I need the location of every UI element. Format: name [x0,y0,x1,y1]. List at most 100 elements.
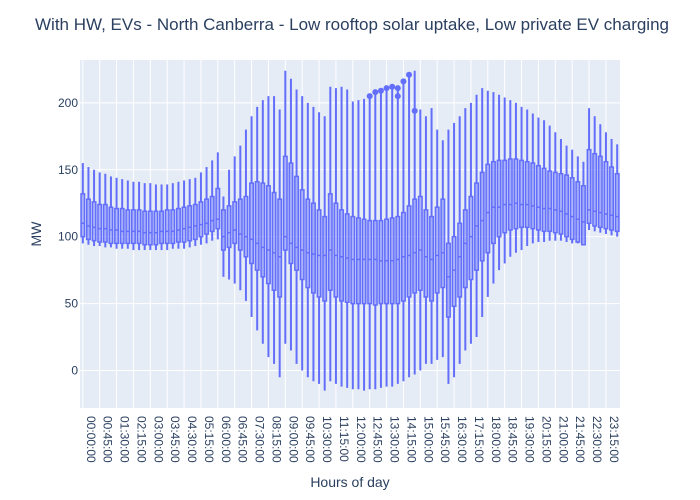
box-22:45:00[interactable] [592,116,598,232]
box-16:30:00[interactable] [451,122,457,378]
outlier-point[interactable] [377,87,384,94]
box-13:15:00[interactable] [378,89,384,388]
box-11:15:00[interactable] [333,88,339,384]
outlier-point[interactable] [383,85,390,92]
box-00:30:00[interactable] [91,169,97,247]
box-16:15:00[interactable] [445,129,451,384]
box-21:15:00[interactable] [558,138,564,241]
box-12:15:00[interactable] [355,100,361,390]
box-07:45:00[interactable] [254,106,260,331]
box-23:15:00[interactable] [603,132,609,234]
box-10:15:00[interactable] [310,106,316,382]
box-17:00:00[interactable] [462,108,468,351]
box-07:30:00[interactable] [249,116,255,317]
outlier-point[interactable] [400,78,407,85]
box-05:30:00[interactable] [204,167,210,244]
box-20:45:00[interactable] [547,125,553,241]
box-21:45:00[interactable] [569,149,575,244]
box-07:00:00[interactable] [237,145,243,291]
box-00:45:00[interactable] [97,172,103,247]
box-04:00:00[interactable] [170,183,176,249]
box-23:45:00[interactable] [614,144,620,237]
box-21:30:00[interactable] [564,145,570,243]
box-14:15:00[interactable] [400,82,406,382]
box-14:30:00[interactable] [406,76,412,378]
box-22:00:00[interactable] [575,156,581,244]
box-04:15:00[interactable] [175,181,181,249]
box-04:30:00[interactable] [181,180,187,249]
box-19:15:00[interactable] [513,102,519,253]
box-08:45:00[interactable] [277,109,283,378]
box-20:30:00[interactable] [541,120,547,243]
box-11:45:00[interactable] [344,89,350,388]
box-20:15:00[interactable] [535,117,541,243]
box-19:00:00[interactable] [507,100,513,257]
box-16:45:00[interactable] [457,116,463,364]
box-08:30:00[interactable] [271,96,277,364]
box-13:45:00[interactable] [389,85,395,387]
box-10:00:00[interactable] [305,102,311,378]
box-series[interactable] [80,70,620,391]
box-12:30:00[interactable] [361,98,367,391]
outlier-point[interactable] [372,89,379,96]
box-06:30:00[interactable] [226,169,232,280]
box-06:15:00[interactable] [220,196,226,277]
outlier-point[interactable] [411,107,418,114]
box-10:30:00[interactable] [316,112,322,384]
box-09:15:00[interactable] [288,78,294,351]
box-12:45:00[interactable] [367,96,373,390]
box-19:30:00[interactable] [519,106,525,251]
box-09:30:00[interactable] [294,89,300,364]
box-17:15:00[interactable] [468,102,474,344]
box-00:15:00[interactable] [85,167,91,245]
box-12:00:00[interactable] [350,101,356,390]
box-15:00:00[interactable] [417,109,423,371]
box-04:45:00[interactable] [187,179,193,248]
box-01:45:00[interactable] [119,179,125,249]
box-18:15:00[interactable] [490,92,496,284]
box-10:45:00[interactable] [322,116,328,391]
box-03:15:00[interactable] [153,184,159,251]
box-01:15:00[interactable] [108,176,114,248]
box-21:00:00[interactable] [552,132,558,241]
outlier-points[interactable] [366,71,418,114]
outlier-point[interactable] [394,85,401,92]
box-17:30:00[interactable] [474,94,480,338]
box-03:45:00[interactable] [164,184,170,251]
box-23:30:00[interactable] [609,138,615,236]
box-19:45:00[interactable] [524,109,530,247]
box-02:00:00[interactable] [125,180,131,249]
box-23:00:00[interactable] [597,124,603,233]
box-08:00:00[interactable] [260,100,266,344]
box-06:00:00[interactable] [215,152,221,240]
box-02:30:00[interactable] [136,181,142,251]
box-15:45:00[interactable] [434,129,440,360]
box-14:45:00[interactable] [412,70,418,375]
box-09:45:00[interactable] [299,96,305,371]
box-18:00:00[interactable] [485,90,491,297]
box-15:15:00[interactable] [423,116,429,364]
box-02:45:00[interactable] [142,183,148,251]
box-05:15:00[interactable] [198,172,204,245]
box-18:45:00[interactable] [502,97,508,264]
box-14:00:00[interactable] [395,89,401,384]
box-03:00:00[interactable] [147,183,153,251]
box-11:00:00[interactable] [327,86,333,382]
box-22:30:00[interactable] [586,108,592,230]
box-05:45:00[interactable] [209,160,215,241]
box-15:30:00[interactable] [429,108,435,364]
box-08:15:00[interactable] [265,96,271,358]
box-02:15:00[interactable] [130,181,136,251]
box-03:30:00[interactable] [159,184,165,251]
box-18:30:00[interactable] [496,94,502,271]
box-11:30:00[interactable] [339,86,345,387]
box-17:45:00[interactable] [479,88,485,317]
box-06:45:00[interactable] [232,156,238,284]
box-01:00:00[interactable] [102,173,108,248]
box-13:00:00[interactable] [372,90,378,390]
box-09:00:00[interactable] [282,70,288,344]
box-07:15:00[interactable] [243,129,249,301]
box-01:30:00[interactable] [114,177,120,249]
box-13:30:00[interactable] [384,88,390,387]
outlier-point[interactable] [366,93,373,100]
